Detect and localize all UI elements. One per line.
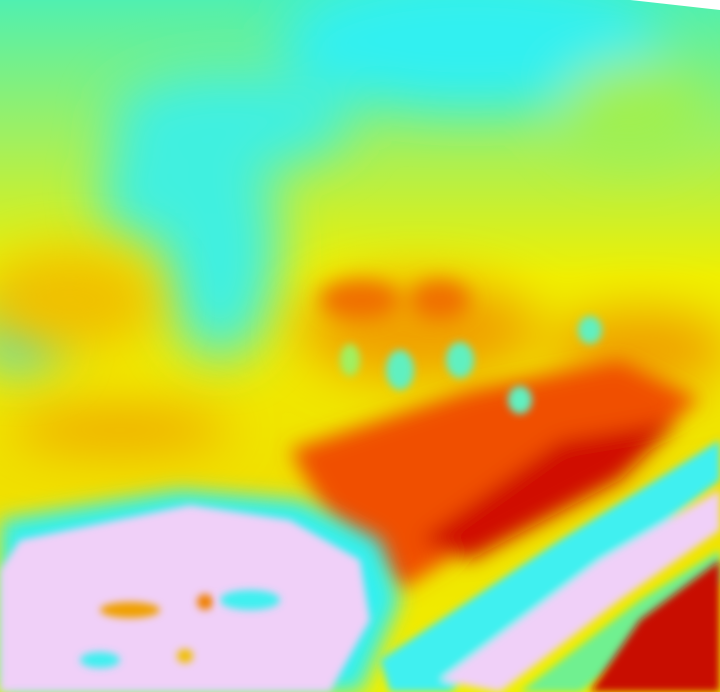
hot-regions [290, 280, 700, 590]
diagonal-stripes [380, 440, 720, 692]
bottom-left-region [0, 490, 400, 692]
cool-regions [0, 0, 700, 370]
cool-spots [340, 316, 602, 414]
top-right-corner [630, 0, 720, 10]
bottom-right-hot-corner [590, 560, 720, 692]
